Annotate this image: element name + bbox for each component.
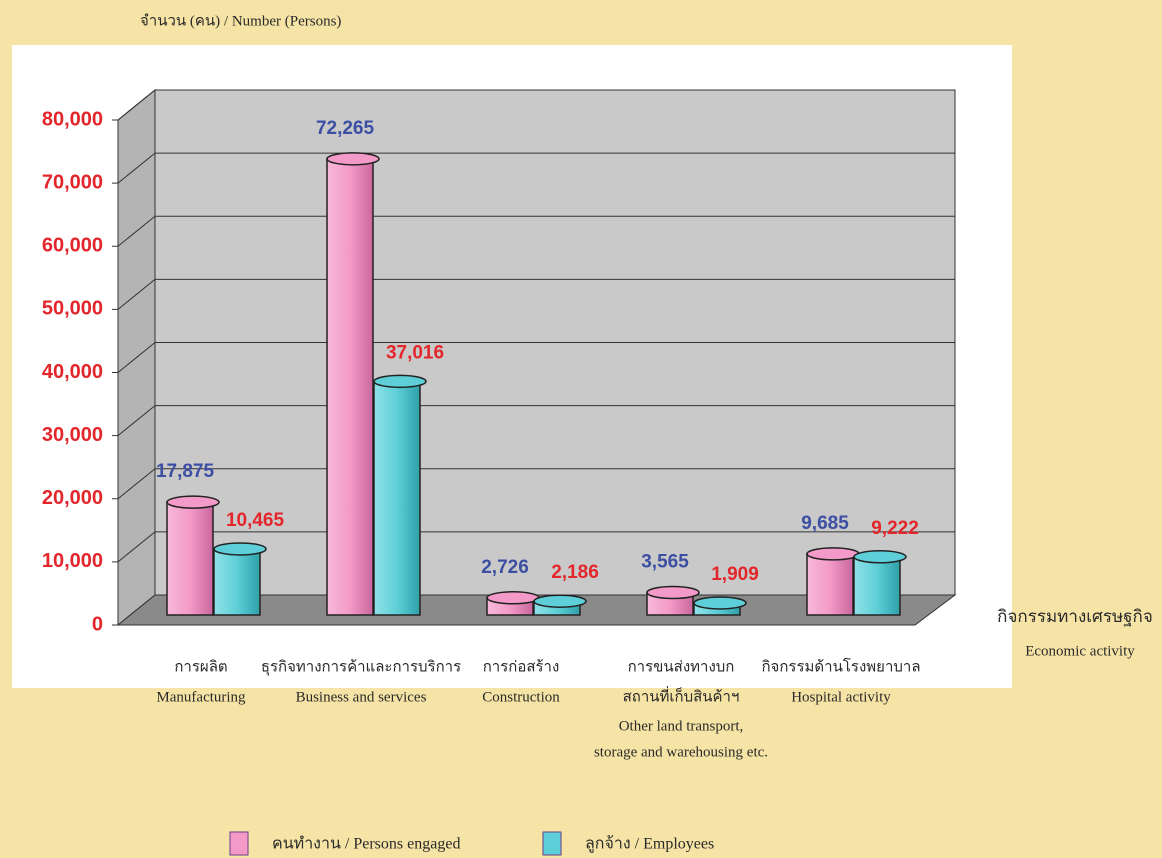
value-label: 17,875 (156, 461, 215, 482)
bar-top (806, 547, 860, 561)
bar (806, 553, 854, 616)
value-label: 3,565 (641, 552, 689, 573)
value-label: 9,222 (871, 518, 919, 539)
legend-swatch (542, 831, 562, 856)
grid-line (117, 152, 156, 184)
x-tick-label: กิจกรรมด้านโรงพยาบาล (761, 657, 920, 675)
bar (213, 548, 261, 616)
bar-top (166, 495, 220, 509)
bar-top (693, 596, 747, 610)
x-tick-label: Hospital activity (791, 689, 891, 705)
value-label: 72,265 (316, 118, 375, 139)
legend-swatch (229, 831, 249, 856)
y-tick-label: 70,000 (42, 171, 103, 193)
legend-label: ลูกจ้าง / Employees (585, 835, 714, 854)
x-tick-label: storage and warehousing etc. (594, 744, 768, 760)
x-tick-label: Other land transport, (619, 718, 744, 734)
value-label: 10,465 (226, 510, 285, 531)
y-tick-label: 20,000 (42, 487, 103, 509)
bar-top (853, 550, 907, 564)
x-tick-label: Manufacturing (156, 689, 246, 705)
x-tick-label: Business and services (296, 689, 427, 705)
value-label: 1,909 (711, 564, 759, 585)
x-tick-label: การขนส่งทางบก (628, 659, 735, 675)
grid-line (117, 278, 156, 310)
bar (326, 158, 374, 616)
y-tick-label: 50,000 (42, 298, 103, 320)
x-tick-label: Construction (482, 689, 560, 705)
bar-top (373, 374, 427, 389)
bar-top (646, 585, 700, 600)
value-label: 2,726 (481, 557, 529, 578)
bar-top (326, 152, 380, 166)
y-tick-label: 10,000 (42, 550, 103, 572)
x-tick-label: ธุรกิจทางการค้าและการบริการ (261, 658, 461, 676)
value-label: 37,016 (386, 342, 444, 363)
x-axis-label: Economic activity (1025, 643, 1135, 659)
grid-line (117, 342, 156, 373)
y-tick-label: 30,000 (42, 424, 103, 446)
legend-label: คนทำงาน / Persons engaged (272, 836, 460, 853)
y-axis-label: จำนวน (คน) / Number (Persons) (140, 12, 341, 29)
x-tick-label: การก่อสร้าง (483, 658, 560, 675)
grid-line (117, 89, 156, 121)
value-label: 9,685 (801, 513, 849, 534)
grid-line (117, 531, 156, 563)
y-tick-label: 0 (92, 613, 103, 635)
y-tick-label: 40,000 (42, 361, 103, 383)
y-tick-label: 80,000 (42, 108, 103, 130)
grid-line (117, 468, 156, 500)
y-tick-label: 60,000 (42, 235, 103, 257)
bar-top (533, 594, 587, 608)
x-tick-label: การผลิต (174, 658, 227, 675)
bar-top (486, 591, 540, 605)
x-tick-label: สถานที่เก็บสินค้าฯ (623, 685, 740, 705)
x-axis-label: กิจกรรมทางเศรษฐกิจ (997, 607, 1153, 627)
bar-top (213, 542, 267, 556)
bar (373, 380, 421, 616)
bar (853, 556, 901, 616)
bar (166, 501, 214, 616)
value-label: 2,186 (551, 562, 599, 583)
grid-line (117, 405, 156, 437)
grid-line (117, 215, 156, 247)
